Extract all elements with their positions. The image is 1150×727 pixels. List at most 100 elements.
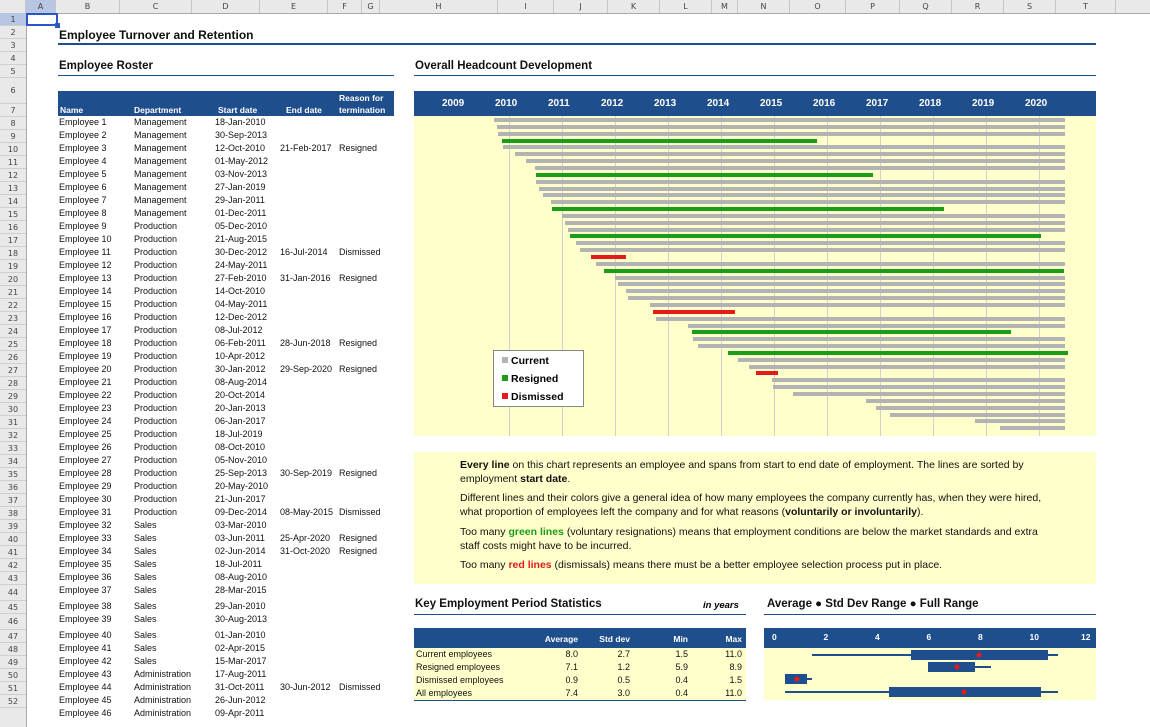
- row-header-20[interactable]: 20: [0, 273, 26, 286]
- column-header-O[interactable]: O: [790, 0, 846, 13]
- row-header-9[interactable]: 9: [0, 130, 26, 143]
- year-label-2013: 2013: [654, 98, 677, 109]
- column-header-B[interactable]: B: [56, 0, 120, 13]
- row-header-46[interactable]: 46: [0, 614, 26, 630]
- row-header-1[interactable]: 1: [0, 13, 26, 26]
- select-all-corner[interactable]: [0, 0, 26, 13]
- column-header-H[interactable]: H: [380, 0, 498, 13]
- roster-department: Production: [134, 338, 178, 348]
- row-header-31[interactable]: 31: [0, 416, 26, 429]
- roster-name: Employee 20: [59, 364, 112, 374]
- roster-department: Sales: [134, 643, 157, 653]
- stats-avg: 7.4: [565, 688, 578, 698]
- row-header-4[interactable]: 4: [0, 52, 26, 65]
- column-header-N[interactable]: N: [738, 0, 790, 13]
- stats-label: All employees: [416, 688, 473, 698]
- column-header-K[interactable]: K: [608, 0, 660, 13]
- stats-row: Dismissed employees 0.9 0.5 0.4 1.5: [414, 674, 746, 687]
- row-header-3[interactable]: 3: [0, 39, 26, 52]
- roster-start: 08-Aug-2014: [215, 377, 268, 387]
- row-header-24[interactable]: 24: [0, 325, 26, 338]
- stats-avg: 8.0: [565, 649, 578, 659]
- roster-underline: [58, 75, 394, 76]
- column-header-D[interactable]: D: [192, 0, 260, 13]
- row-header-23[interactable]: 23: [0, 312, 26, 325]
- row-header-6[interactable]: 6: [0, 78, 26, 104]
- row-header-26[interactable]: 26: [0, 351, 26, 364]
- row-header-21[interactable]: 21: [0, 286, 26, 299]
- column-header-F[interactable]: F: [328, 0, 362, 13]
- row-header-5[interactable]: 5: [0, 65, 26, 78]
- row-header-30[interactable]: 30: [0, 403, 26, 416]
- row-header-48[interactable]: 48: [0, 643, 26, 656]
- row-header-52[interactable]: 52: [0, 695, 26, 708]
- row-header-22[interactable]: 22: [0, 299, 26, 312]
- row-header-19[interactable]: 19: [0, 260, 26, 273]
- row-header-7[interactable]: 7: [0, 104, 26, 117]
- roster-row: Employee 11 Production 30-Dec-2012 16-Jul-2…: [58, 247, 394, 260]
- row-header-12[interactable]: 12: [0, 169, 26, 182]
- row-header-47[interactable]: 47: [0, 630, 26, 643]
- row-header-17[interactable]: 17: [0, 234, 26, 247]
- row-header-13[interactable]: 13: [0, 182, 26, 195]
- row-header-42[interactable]: 42: [0, 559, 26, 572]
- row-header-37[interactable]: 37: [0, 494, 26, 507]
- column-header-L[interactable]: L: [660, 0, 712, 13]
- column-header-G[interactable]: G: [362, 0, 380, 13]
- roster-name: Employee 31: [59, 507, 112, 517]
- employment-bar: [604, 268, 1064, 273]
- row-header-39[interactable]: 39: [0, 520, 26, 533]
- roster-department: Management: [134, 169, 187, 179]
- row-header-49[interactable]: 49: [0, 656, 26, 669]
- roster-name: Employee 12: [59, 260, 112, 270]
- row-header-45[interactable]: 45: [0, 601, 26, 614]
- row-header-15[interactable]: 15: [0, 208, 26, 221]
- row-header-28[interactable]: 28: [0, 377, 26, 390]
- row-header-25[interactable]: 25: [0, 338, 26, 351]
- roster-end: 30-Jun-2012: [280, 682, 331, 692]
- column-header-E[interactable]: E: [260, 0, 328, 13]
- row-header-33[interactable]: 33: [0, 442, 26, 455]
- roster-start: 20-Oct-2014: [215, 390, 266, 400]
- roster-start: 18-Jan-2010: [215, 117, 266, 127]
- row-header-14[interactable]: 14: [0, 195, 26, 208]
- row-header-18[interactable]: 18: [0, 247, 26, 260]
- roster-name: Employee 16: [59, 312, 112, 322]
- row-header-41[interactable]: 41: [0, 546, 26, 559]
- column-header-C[interactable]: C: [120, 0, 192, 13]
- roster-name: Employee 15: [59, 299, 112, 309]
- row-header-11[interactable]: 11: [0, 156, 26, 169]
- row-header-34[interactable]: 34: [0, 455, 26, 468]
- roster-row: Employee 38 Sales 29-Jan-2010: [58, 601, 394, 614]
- roster-reason: Resigned: [339, 533, 378, 543]
- row-header-10[interactable]: 10: [0, 143, 26, 156]
- note-paragraph-1: Every line on this chart represents an e…: [460, 459, 1024, 485]
- column-header-I[interactable]: I: [498, 0, 554, 13]
- column-header-S[interactable]: S: [1004, 0, 1056, 13]
- column-header-Q[interactable]: Q: [900, 0, 952, 13]
- column-header-M[interactable]: M: [712, 0, 738, 13]
- row-header-51[interactable]: 51: [0, 682, 26, 695]
- row-header-16[interactable]: 16: [0, 221, 26, 234]
- active-cell-selection[interactable]: [26, 13, 60, 28]
- row-header-27[interactable]: 27: [0, 364, 26, 377]
- roster-row: Employee 1 Management 18-Jan-2010: [58, 117, 394, 130]
- row-header-40[interactable]: 40: [0, 533, 26, 546]
- column-header-P[interactable]: P: [846, 0, 900, 13]
- row-header-43[interactable]: 43: [0, 572, 26, 585]
- row-header-35[interactable]: 35: [0, 468, 26, 481]
- row-header-36[interactable]: 36: [0, 481, 26, 494]
- row-header-44[interactable]: 44: [0, 585, 26, 601]
- roster-department: Production: [134, 494, 178, 504]
- row-header-32[interactable]: 32: [0, 429, 26, 442]
- row-header-8[interactable]: 8: [0, 117, 26, 130]
- row-header-29[interactable]: 29: [0, 390, 26, 403]
- row-header-50[interactable]: 50: [0, 669, 26, 682]
- column-header-A[interactable]: A: [26, 0, 56, 13]
- column-header-J[interactable]: J: [554, 0, 608, 13]
- range-chart-axis: 0 2 4 6 8 10 12: [764, 628, 1096, 648]
- row-header-2[interactable]: 2: [0, 26, 26, 39]
- row-header-38[interactable]: 38: [0, 507, 26, 520]
- column-header-R[interactable]: R: [952, 0, 1004, 13]
- column-header-T[interactable]: T: [1056, 0, 1116, 13]
